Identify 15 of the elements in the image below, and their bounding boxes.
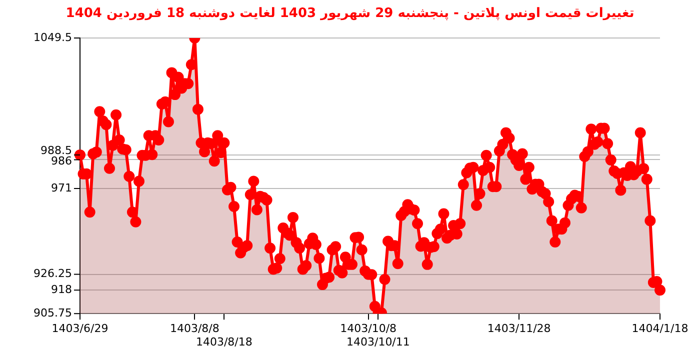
- chart-title: تغییرات قیمت اونس پلاتین - پنجشنبه 29 شهریور 1403 لغایت دوشنبه 18 فروردین 1404: [64, 6, 636, 21]
- y-tick-label: 988.5: [40, 144, 72, 157]
- y-tick-label: 986: [51, 154, 72, 168]
- x-tick-label: 1403/10/8: [340, 322, 397, 336]
- x-tick-label: 1403/10/11: [346, 335, 410, 348]
- x-tick-label: 1404/1/18: [632, 322, 688, 336]
- x-tick-label: 1403/6/29: [52, 322, 108, 336]
- y-tick-label: 926.25: [34, 267, 72, 280]
- y-tick-label: 918: [51, 282, 72, 296]
- y-tick-label: 1049.5: [34, 30, 72, 44]
- y-tick-label: 971: [51, 181, 72, 194]
- x-tick-label: 1403/8/8: [170, 322, 220, 336]
- x-tick-label: 1403/8/18: [196, 335, 252, 348]
- y-tick-label: 905.75: [34, 306, 72, 320]
- x-tick-label: 1403/11/28: [487, 322, 551, 336]
